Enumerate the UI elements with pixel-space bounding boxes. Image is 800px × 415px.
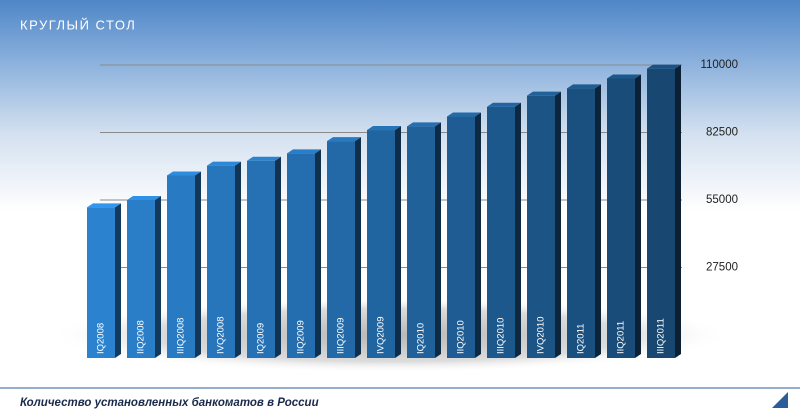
bar-side [635,74,641,358]
bar-top [527,91,561,96]
bar-top [167,171,201,176]
x-tick-label: IQ2010 [416,323,427,354]
chart-caption: Количество установленных банкоматов в Ро… [20,397,319,409]
bar-side [515,102,521,359]
bar-group: IIQ2009 [287,149,321,358]
bar-group: IQ2009 [247,156,281,358]
bar-side [395,126,401,358]
x-tick-label: IIQ2009 [296,320,307,354]
bar-side [315,149,321,358]
y-tick-label: 55000 [706,194,738,206]
bar-top [487,102,521,107]
x-tick-label: IIQ2011 [616,321,627,354]
x-tick-label: IVQ2009 [376,317,387,355]
x-tick-label: IVQ2010 [536,317,547,355]
bar-group: IIIQ2011 [647,64,681,358]
x-tick-label: IIIQ2011 [656,318,667,354]
bar-group: IIQ2010 [447,112,481,358]
bar [167,175,195,358]
bar-top [247,156,281,161]
bar-top [327,137,361,142]
bar-side [555,91,561,358]
bar-group: IQ2011 [567,84,601,359]
bar-group: IIQ2011 [607,74,641,358]
corner-icon [772,392,788,408]
plot: 27500 55000 82500 110000 IQ2008 IIQ2008 IIIQ20… [87,59,738,359]
bar-side [595,84,601,359]
bar [447,116,475,358]
bar-side [435,122,441,358]
bar-group: IIIQ2009 [327,137,361,358]
bar [127,200,155,358]
bar [647,68,675,358]
bar-top [87,203,121,208]
bar [607,78,635,358]
bar-group: IIQ2008 [127,196,161,358]
x-tick-label: IQ2008 [96,323,107,354]
y-tick-label: 82500 [706,127,738,139]
bar-top [647,64,681,69]
bar-group: IQ2010 [407,122,441,358]
bar-side [195,171,201,358]
y-tick-label: 27500 [706,262,738,274]
bar-top [367,126,401,131]
bar-side [675,64,681,358]
bar-side [155,196,161,358]
bar-top [207,161,241,166]
bar [567,88,595,359]
x-tick-label: IIIQ2008 [176,318,187,354]
bar-top [287,149,321,154]
header-title: КРУГЛЫЙ СТОЛ [20,17,136,32]
bar-group: IVQ2009 [367,126,401,358]
bar [527,95,555,358]
bar [87,207,115,358]
bar-group: IVQ2010 [527,91,561,358]
bar-group: IQ2008 [87,203,121,358]
x-tick-label: IIIQ2010 [496,318,507,354]
bar [207,165,235,358]
bar-top [567,84,601,89]
x-tick-label: IIQ2010 [456,320,467,354]
x-tick-label: IQ2011 [576,324,587,354]
bar-top [407,122,441,127]
x-tick-label: IQ2009 [256,323,267,354]
bar [287,153,315,358]
bar-top [447,112,481,117]
bar-top [127,196,161,200]
bar-side [475,112,481,358]
x-tick-label: IIIQ2009 [336,318,347,354]
bar-group: IIIQ2008 [167,171,201,358]
y-tick-label: 110000 [700,59,738,71]
bar-top [607,74,641,79]
bar [367,130,395,358]
bar-group: IVQ2008 [207,161,241,358]
bar [327,141,355,358]
bar-side [115,203,121,358]
bar-group: IIIQ2010 [487,102,521,359]
bar [407,126,435,358]
bar-side [275,156,281,358]
bar [247,160,275,358]
x-tick-label: IIQ2008 [136,320,147,354]
bar-side [235,161,241,358]
x-tick-label: IVQ2008 [216,317,227,355]
bar-side [355,137,361,358]
bar [487,106,515,359]
